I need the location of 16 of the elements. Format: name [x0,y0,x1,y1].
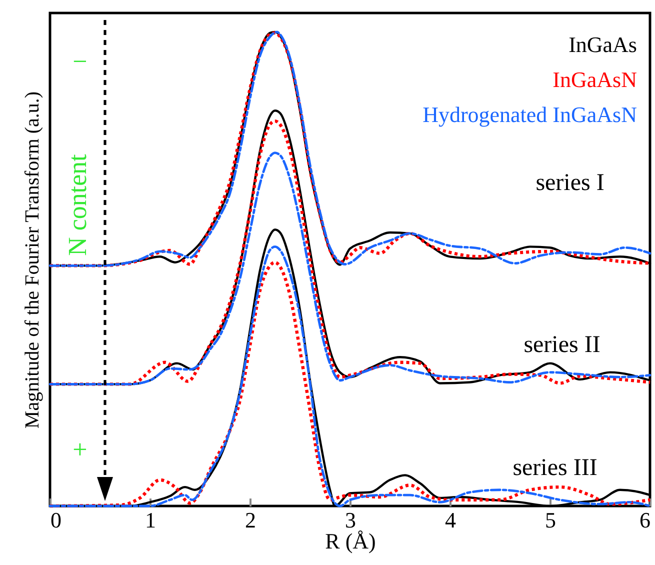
x-tick-label: 4 [445,508,456,532]
x-tick-label: 0 [50,508,62,532]
annotation: − [72,47,88,76]
annotation: series I [536,170,604,196]
y-axis-title: Magnitude of the Fourier Transform (a.u.) [22,91,44,429]
annotation: N content [63,153,92,256]
annotation: + [72,435,88,464]
text: InGaAsN [552,67,638,92]
text: InGaAs [568,32,637,57]
annotation: series III [512,455,598,481]
annotation: series II [524,332,600,358]
x-tick-label: 5 [545,508,556,532]
x-tick-label: 2 [245,508,256,532]
x-tick-label: 6 [640,508,650,532]
x-tick-label: 1 [145,508,156,532]
text: Hydrogenated InGaAsN [422,102,638,127]
